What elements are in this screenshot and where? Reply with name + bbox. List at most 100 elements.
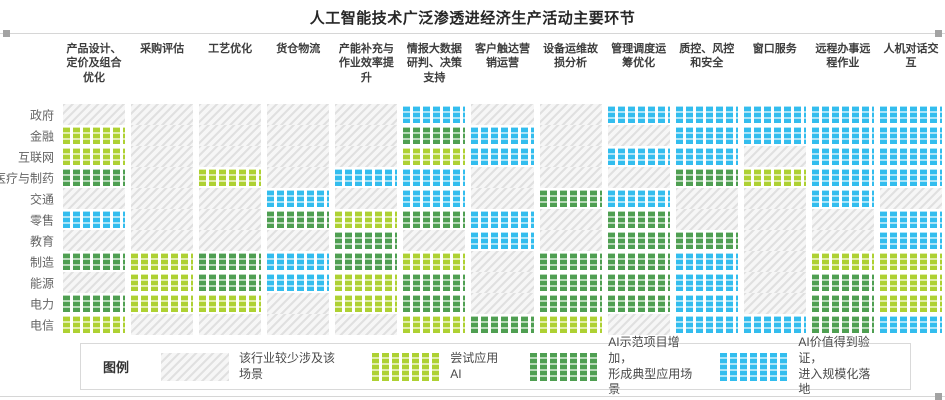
- top-divider: [0, 30, 945, 37]
- cell-pattern: [131, 125, 194, 146]
- cell-pattern: [267, 274, 330, 291]
- matrix-cell: [60, 167, 128, 188]
- matrix-cell: [264, 125, 332, 146]
- cell-pattern: [607, 232, 670, 249]
- cell-pattern: [63, 104, 126, 125]
- cell-pattern: [675, 253, 738, 270]
- matrix-cell: [264, 272, 332, 293]
- matrix-cell: [537, 314, 605, 335]
- cell-pattern: [811, 169, 874, 186]
- cell-pattern: [63, 316, 126, 333]
- cell-pattern: [607, 211, 670, 228]
- matrix-cell: [809, 293, 877, 314]
- cell-pattern: [335, 295, 398, 312]
- cell-pattern: [675, 232, 738, 249]
- row-label-text: 交通: [29, 192, 54, 206]
- matrix-cell: [468, 146, 536, 167]
- matrix-cell: [605, 251, 673, 272]
- row-label: 制造: [0, 251, 60, 272]
- cell-pattern: [199, 230, 262, 251]
- cell-pattern: [811, 274, 874, 291]
- matrix-cell: [877, 188, 945, 209]
- matrix-cell: [468, 209, 536, 230]
- cell-pattern: [743, 251, 806, 272]
- cell-pattern: [335, 211, 398, 228]
- cell-pattern: [675, 209, 738, 230]
- cell-pattern: [335, 188, 398, 209]
- cell-pattern: [63, 169, 126, 186]
- matrix-cell: [264, 188, 332, 209]
- cell-pattern: [199, 295, 262, 312]
- cell-pattern: [199, 188, 262, 209]
- cell-pattern: [335, 314, 398, 335]
- matrix-cell: [877, 314, 945, 335]
- cell-pattern: [879, 295, 942, 312]
- matrix-cell: [264, 293, 332, 314]
- matrix-cell: [741, 209, 809, 230]
- cell-pattern: [675, 148, 738, 165]
- matrix-cell: [605, 167, 673, 188]
- cell-pattern: [131, 104, 194, 125]
- matrix-cell: [468, 188, 536, 209]
- matrix-cell: [264, 146, 332, 167]
- matrix-cell: [128, 251, 196, 272]
- column-header: 设备运维故损分析: [543, 43, 599, 70]
- matrix-cell: [196, 104, 264, 125]
- matrix-cell: [877, 146, 945, 167]
- cell-pattern: [539, 274, 602, 291]
- cell-pattern: [335, 125, 398, 146]
- column-header: 管理调度运筹优化: [611, 43, 667, 70]
- matrix-cell: [196, 188, 264, 209]
- row-label: 教育: [0, 230, 60, 251]
- row-label: 能源: [0, 272, 60, 293]
- matrix-cell: [741, 251, 809, 272]
- cell-pattern: [63, 127, 126, 144]
- matrix-cell: [537, 104, 605, 125]
- cell-pattern: [539, 230, 602, 251]
- matrix-cell: [332, 230, 400, 251]
- cell-pattern: [811, 190, 874, 207]
- cell-pattern: [131, 314, 194, 335]
- row-label: 医疗与制药: [0, 167, 60, 188]
- cell-pattern: [199, 253, 262, 270]
- cell-pattern: [199, 125, 262, 146]
- legend-swatch-rare: [161, 352, 230, 381]
- matrix-cell: [673, 167, 741, 188]
- cell-pattern: [811, 127, 874, 144]
- cell-pattern: [675, 274, 738, 291]
- row-label-text: 教育: [29, 234, 54, 248]
- matrix-cell: [877, 167, 945, 188]
- matrix-cell: [537, 230, 605, 251]
- cell-pattern: [879, 316, 942, 333]
- cell-pattern: [675, 106, 738, 123]
- grid-corner: [0, 40, 60, 104]
- cell-pattern: [267, 314, 330, 335]
- matrix-cell: [60, 293, 128, 314]
- matrix-cell: [128, 125, 196, 146]
- column-header: 质控、风控和安全: [679, 43, 735, 70]
- cell-pattern: [675, 188, 738, 209]
- cell-pattern: [879, 127, 942, 144]
- matrix-cell: [60, 272, 128, 293]
- matrix-cell: [468, 293, 536, 314]
- matrix-cell: [809, 125, 877, 146]
- cell-pattern: [743, 209, 806, 230]
- cell-pattern: [743, 230, 806, 251]
- matrix-cell: [673, 188, 741, 209]
- cell-pattern: [403, 106, 466, 123]
- cell-pattern: [471, 232, 534, 249]
- matrix-cell: [264, 209, 332, 230]
- column-header: 客户触达营销运营: [474, 43, 530, 70]
- matrix-cell: [741, 125, 809, 146]
- matrix-cell: [332, 251, 400, 272]
- matrix-cell: [809, 104, 877, 125]
- cell-pattern: [607, 274, 670, 291]
- cell-pattern: [811, 148, 874, 165]
- matrix-cell: [605, 272, 673, 293]
- matrix-cell: [468, 314, 536, 335]
- matrix-cell: [673, 314, 741, 335]
- matrix-cell: [605, 230, 673, 251]
- cell-pattern: [131, 146, 194, 167]
- matrix-cell: [468, 104, 536, 125]
